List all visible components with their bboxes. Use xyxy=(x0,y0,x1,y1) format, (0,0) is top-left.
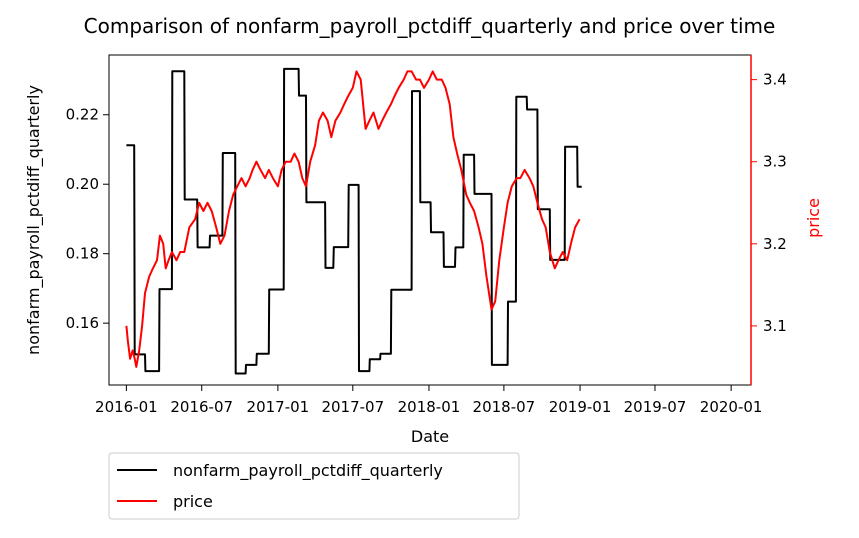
y-axis-left: 0.16 0.18 0.20 0.22 xyxy=(66,106,109,332)
x-axis-label: Date xyxy=(411,427,449,446)
x-tick-label-6: 2019-01 xyxy=(549,398,612,416)
legend: nonfarm_payroll_pctdiff_quarterly price xyxy=(108,452,520,520)
y-left-tick-label-3: 0.22 xyxy=(66,106,99,124)
series-layer xyxy=(125,67,582,375)
y-left-tick-label-2: 0.20 xyxy=(66,175,99,193)
y-right-tick-label-1: 3.2 xyxy=(763,235,787,253)
y-axis-label-left: nonfarm_payroll_pctdiff_quarterly xyxy=(24,85,44,355)
chart-title: Comparison of nonfarm_payroll_pctdiff_qu… xyxy=(84,14,776,38)
legend-frame xyxy=(108,452,520,520)
x-tick-label-2: 2017-01 xyxy=(247,398,310,416)
legend-label-price: price xyxy=(173,492,213,511)
y-left-tick-label-0: 0.16 xyxy=(66,314,99,332)
y-axis-label-right: price xyxy=(804,198,823,238)
y-axis-right: 3.1 3.2 3.3 3.4 xyxy=(750,55,787,385)
x-tick-label-7: 2019-07 xyxy=(624,398,687,416)
x-axis: 2016-01 2016-07 2017-01 2017-07 2018-01 2018-… xyxy=(95,385,762,416)
legend-label-payroll: nonfarm_payroll_pctdiff_quarterly xyxy=(173,461,443,481)
x-tick-label-3: 2017-07 xyxy=(321,398,384,416)
y-right-tick-label-2: 3.3 xyxy=(763,153,787,171)
x-tick-label-0: 2016-01 xyxy=(95,398,158,416)
series-line-price xyxy=(125,70,581,368)
y-left-tick-label-1: 0.18 xyxy=(66,245,99,263)
x-tick-label-8: 2020-01 xyxy=(700,398,763,416)
x-tick-label-5: 2018-07 xyxy=(473,398,536,416)
y-right-tick-label-0: 3.1 xyxy=(763,317,787,335)
x-tick-label-4: 2018-01 xyxy=(398,398,461,416)
plot-area xyxy=(108,54,752,386)
y-right-tick-label-3: 3.4 xyxy=(763,71,787,89)
x-tick-label-1: 2016-07 xyxy=(170,398,233,416)
series-line-payroll xyxy=(126,67,582,375)
